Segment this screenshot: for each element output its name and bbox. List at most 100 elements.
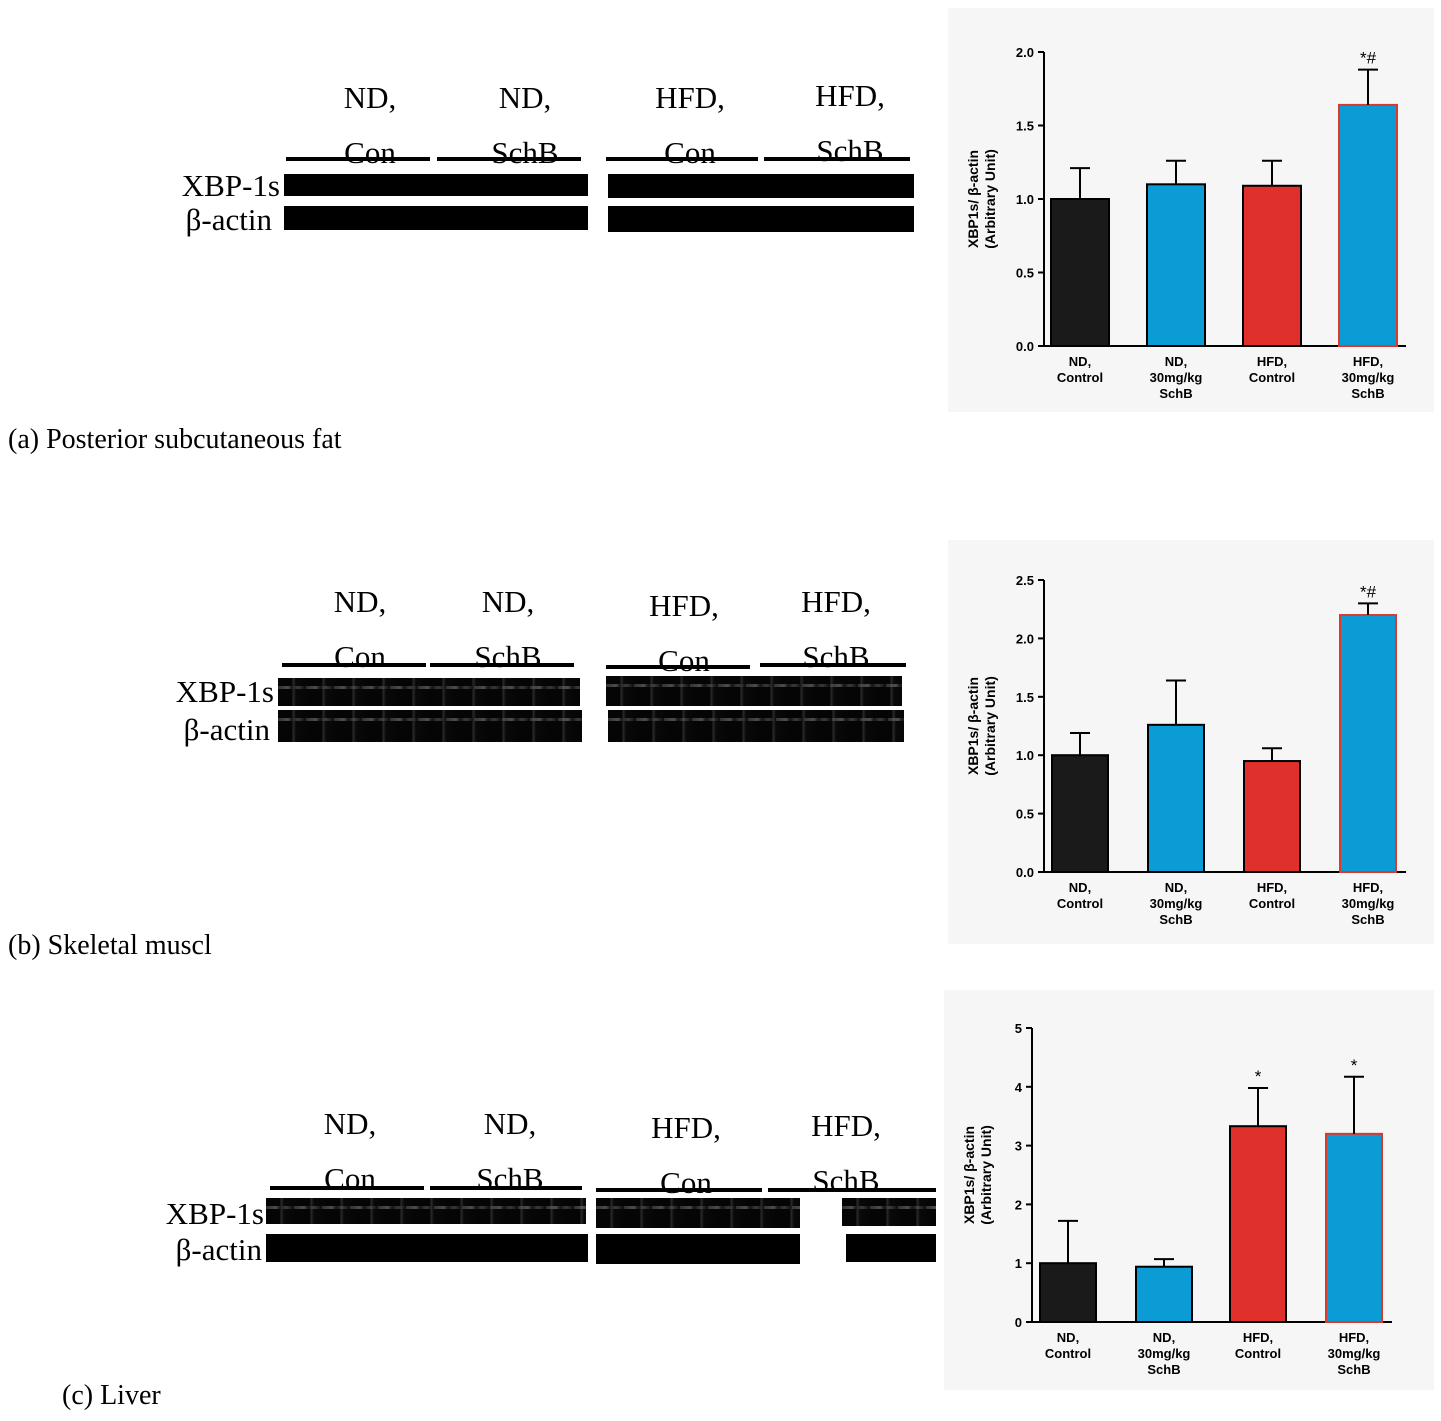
- x-tick-label: Control: [1235, 1346, 1281, 1361]
- group-label-hfd-schb: HFD, SchB: [811, 1108, 881, 1198]
- group-label-nd-con: ND, Con: [343, 80, 397, 170]
- data-bar: [1146, 183, 1206, 347]
- panel-a: ND, Con ND, SchB HFD, Con HFD, SchB XBP-1s β…: [0, 0, 1441, 470]
- y-tick-label: 2: [1015, 1197, 1022, 1212]
- x-tick-label: ND,: [1165, 354, 1187, 369]
- x-tick-label: SchB: [1159, 386, 1192, 401]
- x-tick-label: Control: [1057, 896, 1103, 911]
- bar-chart-c: 0 1 2 3 4 5 XBP1s/ β-actin (Arbitrary Unit) ND, C…: [944, 990, 1434, 1390]
- y-tick-label: 1: [1015, 1256, 1022, 1271]
- group-label-nd-schb: ND, SchB: [474, 584, 542, 674]
- row-label-xbp1s: XBP-1s: [175, 674, 274, 709]
- group-label-hfd-con: HFD, Con: [649, 588, 719, 678]
- bar-chart-svg: 0.0 0.5 1.0 1.5 2.0 XBP1s/ β-actin (Arbitrary …: [965, 45, 1406, 401]
- group-underline: [270, 1186, 424, 1190]
- bar-chart-svg: 0.0 0.5 1.0 1.5 2.0 2.5 XBP1s/ β-actin (Arbitra…: [965, 573, 1406, 927]
- group-label-hfd-con: HFD, Con: [655, 80, 725, 170]
- x-tick-label: 30mg/kg: [1342, 370, 1395, 385]
- data-bar: [1135, 1265, 1193, 1323]
- x-tick-label: SchB: [1147, 1362, 1180, 1377]
- y-tick-label: 0.5: [1016, 266, 1034, 281]
- x-tick-label: ND,: [1057, 1330, 1079, 1345]
- group-underline: [430, 1186, 582, 1190]
- blot-band-xbp1s: [842, 1198, 936, 1226]
- x-tick-label: ND,: [1165, 880, 1187, 895]
- x-tick-label: HFD,: [1353, 880, 1383, 895]
- y-axis-label: XBP1s/ β-actin: [965, 150, 981, 248]
- y-axis-label: (Arbitrary Unit): [982, 676, 998, 776]
- group-label-hfd-schb: HFD, SchB: [815, 78, 885, 168]
- x-tick-label: ND,: [1153, 1330, 1175, 1345]
- y-axis-label: (Arbitrary Unit): [982, 149, 998, 249]
- group-label-hfd-schb: HFD, SchB: [801, 584, 871, 674]
- group-underline: [760, 663, 906, 667]
- x-tick-label: HFD,: [1243, 1330, 1273, 1345]
- blot-band-beta-actin: [278, 710, 582, 742]
- blot-band-xbp1s: [606, 676, 902, 706]
- y-tick-label: 1.0: [1016, 748, 1034, 763]
- x-tick-label: HFD,: [1353, 354, 1383, 369]
- blot-band-xbp1s: [278, 678, 580, 706]
- x-tick-label: SchB: [1337, 1362, 1370, 1377]
- blot-band-xbp1s: [596, 1198, 800, 1228]
- x-tick-label: Control: [1249, 370, 1295, 385]
- blot-band-xbp1s: [608, 174, 914, 198]
- data-bar: [1243, 760, 1301, 873]
- blot-band-beta-actin: [846, 1234, 936, 1262]
- y-tick-label: 0.5: [1016, 807, 1034, 822]
- y-tick-label: 4: [1015, 1080, 1023, 1095]
- panel-caption: (a) Posterior subcutaneous fat: [8, 424, 342, 455]
- data-bar: [1242, 184, 1302, 347]
- group-label-nd-con: ND, Con: [323, 1106, 377, 1196]
- y-tick-label: 5: [1015, 1021, 1022, 1036]
- y-tick-label: 0: [1015, 1315, 1022, 1330]
- x-tick-label: 30mg/kg: [1138, 1346, 1191, 1361]
- data-bar: [1147, 723, 1205, 873]
- x-tick-label: HFD,: [1257, 354, 1287, 369]
- data-bar: [1338, 103, 1398, 347]
- row-label-beta-actin: β-actin: [175, 1232, 262, 1267]
- row-label-beta-actin: β-actin: [183, 712, 270, 747]
- data-bar: [1325, 1132, 1383, 1323]
- group-underline: [286, 157, 430, 161]
- y-tick-label: 1.5: [1016, 119, 1034, 134]
- group-underline: [430, 663, 574, 667]
- y-tick-label: 2.0: [1016, 631, 1034, 646]
- blot-band-beta-actin: [284, 206, 588, 230]
- y-axis-label: XBP1s/ β-actin: [965, 677, 981, 775]
- blot-band-beta-actin: [596, 1234, 800, 1264]
- data-bar: [1039, 1262, 1097, 1324]
- bar-chart-b: 0.0 0.5 1.0 1.5 2.0 2.5 XBP1s/ β-actin (Arbitra…: [948, 540, 1434, 944]
- x-tick-label: 30mg/kg: [1328, 1346, 1381, 1361]
- group-underline: [606, 157, 758, 161]
- significance-mark: *: [1351, 1056, 1358, 1075]
- y-tick-label: 1.0: [1016, 192, 1034, 207]
- blot-band-xbp1s: [266, 1198, 586, 1224]
- y-tick-label: 1.5: [1016, 690, 1034, 705]
- y-tick-label: 0.0: [1016, 865, 1034, 880]
- blot-band-beta-actin: [608, 206, 914, 232]
- x-tick-label: HFD,: [1339, 1330, 1369, 1345]
- y-axis-label: (Arbitrary Unit): [978, 1125, 994, 1225]
- group-underline: [768, 1188, 936, 1192]
- panel-caption: (c) Liver: [62, 1380, 161, 1411]
- x-tick-label: Control: [1045, 1346, 1091, 1361]
- data-bar: [1051, 754, 1109, 873]
- group-label-hfd-con: HFD, Con: [651, 1110, 721, 1200]
- x-tick-label: 30mg/kg: [1150, 370, 1203, 385]
- y-tick-label: 2.0: [1016, 45, 1034, 60]
- y-tick-label: 2.5: [1016, 573, 1034, 588]
- bar-chart-a: 0.0 0.5 1.0 1.5 2.0 XBP1s/ β-actin (Arbitrary …: [948, 8, 1434, 412]
- x-tick-label: 30mg/kg: [1150, 896, 1203, 911]
- data-bar: [1339, 614, 1397, 873]
- blot-band-beta-actin: [266, 1234, 588, 1262]
- x-tick-label: SchB: [1351, 386, 1384, 401]
- row-label-xbp1s: XBP-1s: [181, 168, 280, 203]
- group-underline: [282, 663, 426, 667]
- blot-band-xbp1s: [284, 174, 588, 196]
- x-tick-label: SchB: [1351, 912, 1384, 927]
- group-underline: [606, 665, 750, 669]
- x-tick-label: Control: [1249, 896, 1295, 911]
